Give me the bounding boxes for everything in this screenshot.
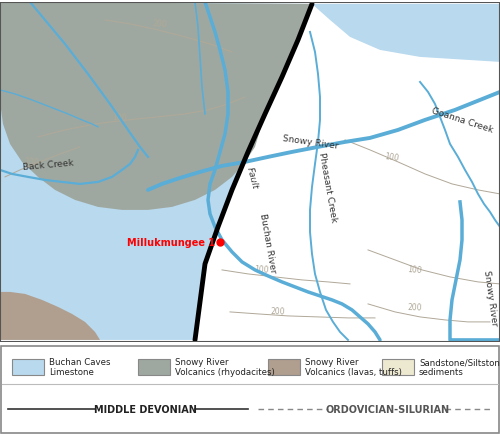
Text: Sandstone/Siltstone: Sandstone/Siltstone: [419, 357, 500, 366]
Bar: [268, 359, 300, 375]
Text: Back Creek: Back Creek: [22, 158, 74, 171]
Text: Snowy River: Snowy River: [175, 357, 229, 366]
Text: 100: 100: [112, 113, 128, 123]
Text: Snowy River: Snowy River: [305, 357, 358, 366]
Bar: [138, 359, 170, 375]
Text: ORDOVICIAN-SILURIAN: ORDOVICIAN-SILURIAN: [326, 404, 450, 414]
Text: Buchan River: Buchan River: [258, 212, 278, 273]
Polygon shape: [0, 292, 100, 340]
Text: Millukmungee 1: Millukmungee 1: [127, 237, 215, 247]
Text: 100: 100: [408, 264, 422, 274]
Polygon shape: [0, 3, 312, 340]
Text: Volcanics (rhyodacites): Volcanics (rhyodacites): [175, 367, 275, 376]
Text: 100: 100: [24, 156, 40, 167]
Text: Volcanics (lavas, tuffs): Volcanics (lavas, tuffs): [305, 367, 402, 376]
Text: Goanna Creek: Goanna Creek: [430, 106, 494, 135]
Text: 200: 200: [152, 19, 168, 29]
Text: Buchan Caves: Buchan Caves: [49, 357, 110, 366]
Text: Pheasant Creek: Pheasant Creek: [318, 152, 338, 223]
Text: 200: 200: [270, 307, 285, 316]
Text: Snowy River: Snowy River: [282, 134, 339, 151]
Text: sediments: sediments: [419, 367, 464, 376]
Text: Snowy River: Snowy River: [482, 269, 498, 326]
Bar: [382, 359, 414, 375]
Text: 100: 100: [384, 151, 400, 163]
Text: 200: 200: [408, 302, 422, 312]
Text: Fault: Fault: [245, 165, 259, 190]
Bar: [12, 359, 44, 375]
Polygon shape: [0, 3, 312, 210]
Polygon shape: [312, 5, 500, 63]
Text: MIDDLE DEVONIAN: MIDDLE DEVONIAN: [94, 404, 196, 414]
Text: Limestone: Limestone: [49, 367, 94, 376]
Text: 100: 100: [254, 265, 270, 274]
